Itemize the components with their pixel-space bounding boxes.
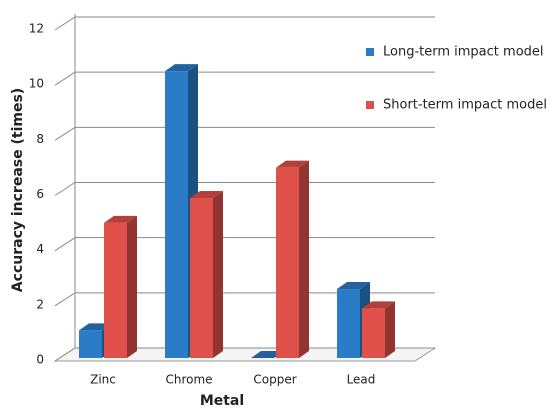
x-tick-label: Chrome: [165, 373, 212, 387]
bar: [165, 71, 188, 358]
y-axis-title: Accuracy increase (times): [10, 88, 26, 292]
bar-side: [299, 160, 309, 358]
grid-line: [54, 16, 435, 31]
grid-line: [54, 71, 435, 86]
bar-top: [165, 64, 198, 72]
bar-top: [79, 323, 112, 331]
bar-top: [190, 191, 223, 199]
bar: [79, 330, 102, 358]
bar-top: [104, 215, 137, 223]
bar: [337, 289, 360, 358]
y-tick-label: 6: [36, 187, 44, 201]
grid-line: [54, 347, 435, 362]
y-tick-label: 8: [36, 132, 44, 146]
bar-top: [362, 301, 395, 309]
bar: [104, 222, 127, 358]
bar: [276, 167, 299, 358]
x-tick-label: Copper: [253, 373, 296, 387]
bar: [190, 198, 213, 358]
y-tick-label: 0: [36, 353, 44, 367]
legend-marker: [366, 101, 374, 109]
grid-line: [54, 126, 435, 141]
x-tick-label: Zinc: [90, 373, 116, 387]
bar: [362, 308, 385, 358]
bar-top: [251, 351, 284, 358]
bar-side: [127, 215, 137, 358]
grid-line: [54, 182, 435, 196]
y-tick-label: 12: [29, 22, 44, 36]
bar-top: [337, 282, 370, 290]
y-tick-label: 4: [36, 242, 44, 256]
grid-line: [54, 237, 435, 252]
y-tick-label: 2: [36, 297, 44, 311]
bar-top: [276, 160, 309, 168]
x-tick-label: Lead: [347, 373, 376, 387]
y-tick-label: 10: [29, 77, 44, 91]
bar-side: [385, 301, 395, 358]
legend-marker: [366, 48, 374, 56]
bar-side: [213, 191, 223, 358]
x-axis-title: Metal: [200, 393, 244, 409]
legend-label: Long-term impact model: [383, 45, 544, 60]
grid-line: [54, 292, 435, 307]
legend-label: Short-term impact model: [383, 98, 547, 113]
